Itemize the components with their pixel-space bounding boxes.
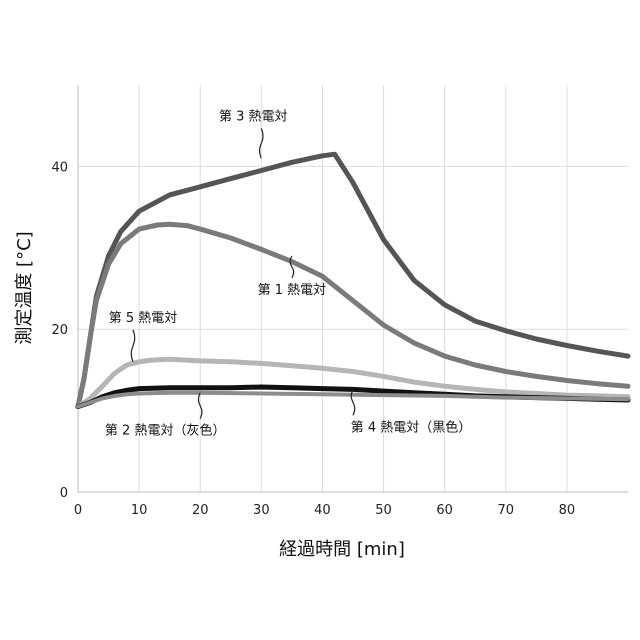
x-tick-label: 50 xyxy=(375,503,392,518)
series-lines xyxy=(78,154,628,406)
x-axis-title: 経過時間 [min] xyxy=(279,539,405,560)
annotation-label: 第 4 熱電対（黒色） xyxy=(351,419,472,435)
annotation-label: 第 5 熱電対 xyxy=(109,311,178,326)
tick-labels: 0 10 20 30 40 50 60 70 80 0 20 40 xyxy=(51,160,575,518)
x-tick-label: 40 xyxy=(314,503,331,518)
annotation-label: 第 2 熱電対（灰色） xyxy=(105,423,226,439)
x-tick-label: 80 xyxy=(559,503,576,518)
x-tick-label: 30 xyxy=(253,503,270,518)
annotation-label: 第 3 熱電対 xyxy=(219,109,288,124)
x-tick-label: 10 xyxy=(131,503,148,518)
annotation-label: 第 1 熱電対 xyxy=(258,283,327,298)
x-tick-label: 70 xyxy=(498,503,515,518)
y-tick-label: 20 xyxy=(51,323,68,338)
x-tick-label: 60 xyxy=(436,503,453,518)
x-tick-label: 0 xyxy=(74,503,82,518)
series-line-1 xyxy=(78,154,628,406)
y-axis-title: 測定温度 [°C] xyxy=(14,231,35,344)
y-tick-label: 0 xyxy=(60,486,68,501)
y-tick-label: 40 xyxy=(51,160,68,175)
x-tick-label: 20 xyxy=(192,503,209,518)
annotation-leader xyxy=(131,330,134,362)
